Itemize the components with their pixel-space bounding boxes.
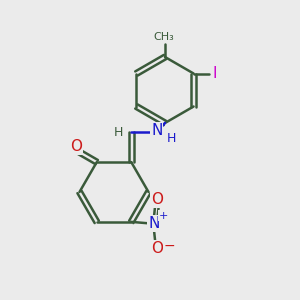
Text: O: O (70, 139, 82, 154)
Text: H: H (114, 126, 123, 139)
Text: H: H (167, 132, 176, 145)
Text: O: O (151, 192, 163, 207)
Text: N: N (148, 216, 159, 231)
Text: −: − (163, 238, 175, 253)
Text: O: O (151, 241, 163, 256)
Text: +: + (159, 211, 168, 221)
Text: CH₃: CH₃ (153, 32, 174, 42)
Text: I: I (212, 66, 217, 81)
Text: N: N (151, 123, 162, 138)
